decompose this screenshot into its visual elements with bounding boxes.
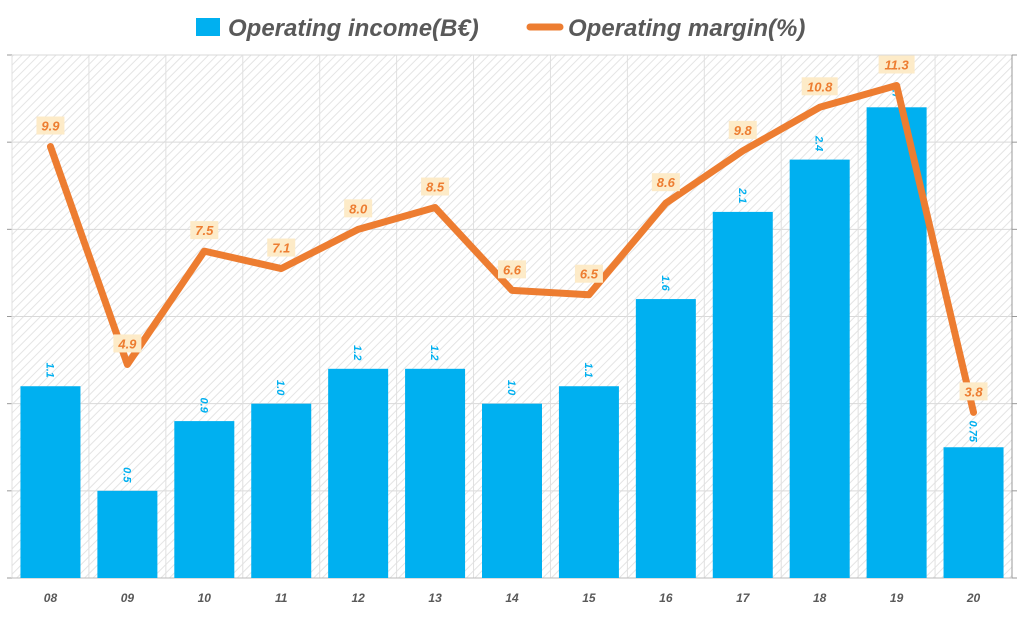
bar-label: 2.4 [813, 135, 825, 151]
line-label: 8.5 [426, 180, 445, 195]
legend-operating-income: Operating income(B€) [228, 15, 479, 42]
x-tick-label: 08 [44, 591, 58, 605]
bar-label: 1.2 [428, 345, 440, 360]
bar-18 [789, 159, 850, 578]
line-label: 3.8 [964, 384, 983, 399]
line-label: 9.9 [41, 119, 60, 134]
line-label: 8.6 [657, 175, 676, 190]
bar-15 [558, 386, 619, 578]
line-label-bg [190, 221, 219, 240]
x-tick-label: 18 [813, 591, 827, 605]
bar-20 [943, 447, 1004, 578]
line-label-bg [498, 260, 526, 279]
x-tick-label: 16 [659, 591, 673, 605]
x-tick-label: 19 [890, 591, 904, 605]
bar-16 [635, 299, 696, 578]
bar-label: 0.75 [967, 421, 979, 443]
bar-label: 1.1 [582, 363, 594, 378]
bar-13 [405, 368, 466, 578]
x-tick-label: 10 [198, 591, 212, 605]
bar-10 [174, 421, 235, 578]
line-label: 7.1 [272, 241, 290, 256]
line-label-bg [421, 177, 450, 196]
x-tick-label: 17 [736, 591, 751, 605]
line-label-bg [36, 116, 65, 135]
bar-11 [251, 403, 312, 578]
line-label: 7.5 [195, 223, 214, 238]
x-tick-label: 13 [428, 591, 442, 605]
line-label-bg [574, 264, 603, 283]
bar-label: 1.2 [351, 345, 363, 360]
bar-label: 0.9 [197, 397, 209, 413]
line-label: 9.8 [734, 123, 753, 138]
line-label-bg [267, 238, 296, 257]
x-tick-label: 20 [966, 591, 981, 605]
line-label-bg [344, 199, 373, 218]
line-label-bg [113, 334, 142, 353]
line-label: 6.6 [503, 262, 522, 277]
line-label: 6.5 [580, 267, 599, 282]
bar-label: 1.0 [505, 380, 517, 396]
bar-label: 0.5 [120, 467, 132, 483]
legend-operating-margin: Operating margin(%) [568, 15, 805, 42]
line-label: 11.3 [884, 58, 909, 73]
x-tick-label: 15 [582, 591, 596, 605]
x-tick-label: 14 [505, 591, 519, 605]
bar-12 [328, 368, 389, 578]
x-tick-label: 11 [275, 591, 288, 605]
line-label-bg [728, 120, 757, 139]
margin-line [46, 82, 978, 416]
bar-label: 1.6 [659, 275, 671, 291]
bar-17 [712, 211, 773, 578]
line-label-bg [878, 55, 915, 74]
x-tick-label: 09 [121, 591, 135, 605]
line-label: 4.9 [117, 336, 137, 351]
bar-08 [20, 386, 81, 578]
bar-14 [482, 403, 542, 578]
bar-label: 2.1 [736, 187, 748, 203]
x-tick-label: 12 [351, 591, 365, 605]
line-label-bg [801, 77, 838, 96]
bar-label: 1.1 [43, 363, 55, 378]
bar-label: 1.0 [274, 380, 286, 396]
line-label-bg [651, 173, 680, 192]
bar-09 [97, 490, 158, 578]
legend-bar-swatch [196, 18, 220, 36]
line-label-bg [959, 382, 988, 401]
line-label: 10.8 [807, 79, 833, 94]
line-label: 8.0 [349, 201, 368, 216]
